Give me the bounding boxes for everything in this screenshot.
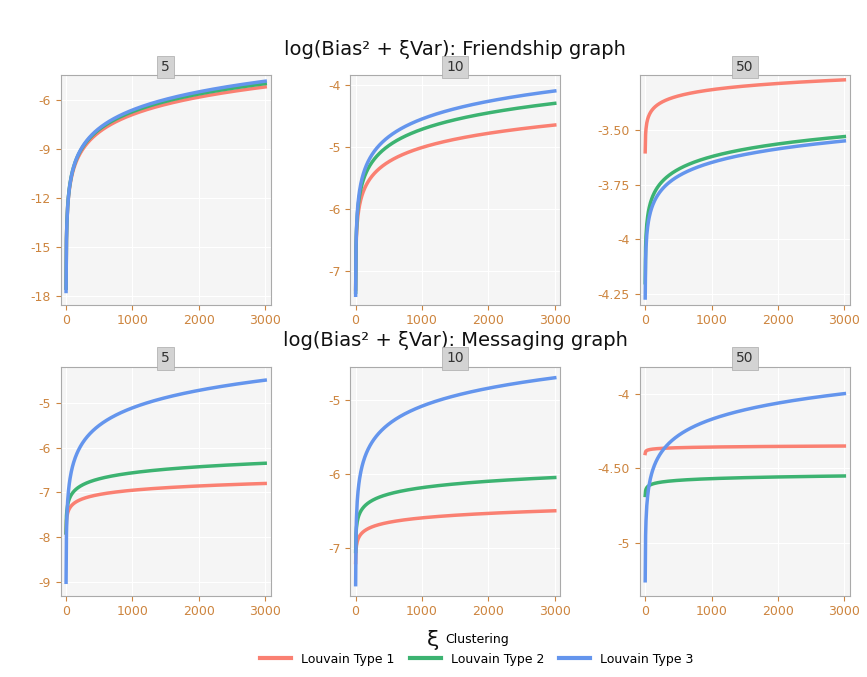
Title: 10: 10: [447, 351, 464, 366]
Title: 10: 10: [447, 60, 464, 74]
Text: log(Bias² + ξVar): Friendship graph: log(Bias² + ξVar): Friendship graph: [284, 40, 626, 59]
Title: 5: 5: [161, 351, 170, 366]
Text: log(Bias² + ξVar): Messaging graph: log(Bias² + ξVar): Messaging graph: [283, 331, 628, 350]
Legend: Louvain Type 1, Louvain Type 2, Louvain Type 3: Louvain Type 1, Louvain Type 2, Louvain …: [255, 628, 699, 671]
Title: 5: 5: [161, 60, 170, 74]
Title: 50: 50: [736, 60, 753, 74]
Title: 50: 50: [736, 351, 753, 366]
Text: ξ: ξ: [427, 630, 440, 650]
